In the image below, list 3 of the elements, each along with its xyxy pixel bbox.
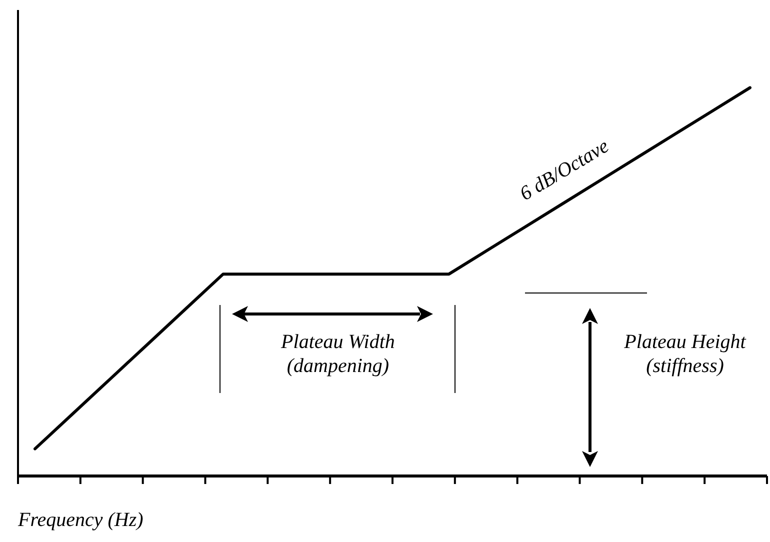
annotation: Plateau Height (stiffness) [623, 330, 748, 378]
annotation: Plateau Width (dampening) [280, 330, 396, 378]
x-axis-title: Frequency (Hz) [18, 508, 144, 532]
